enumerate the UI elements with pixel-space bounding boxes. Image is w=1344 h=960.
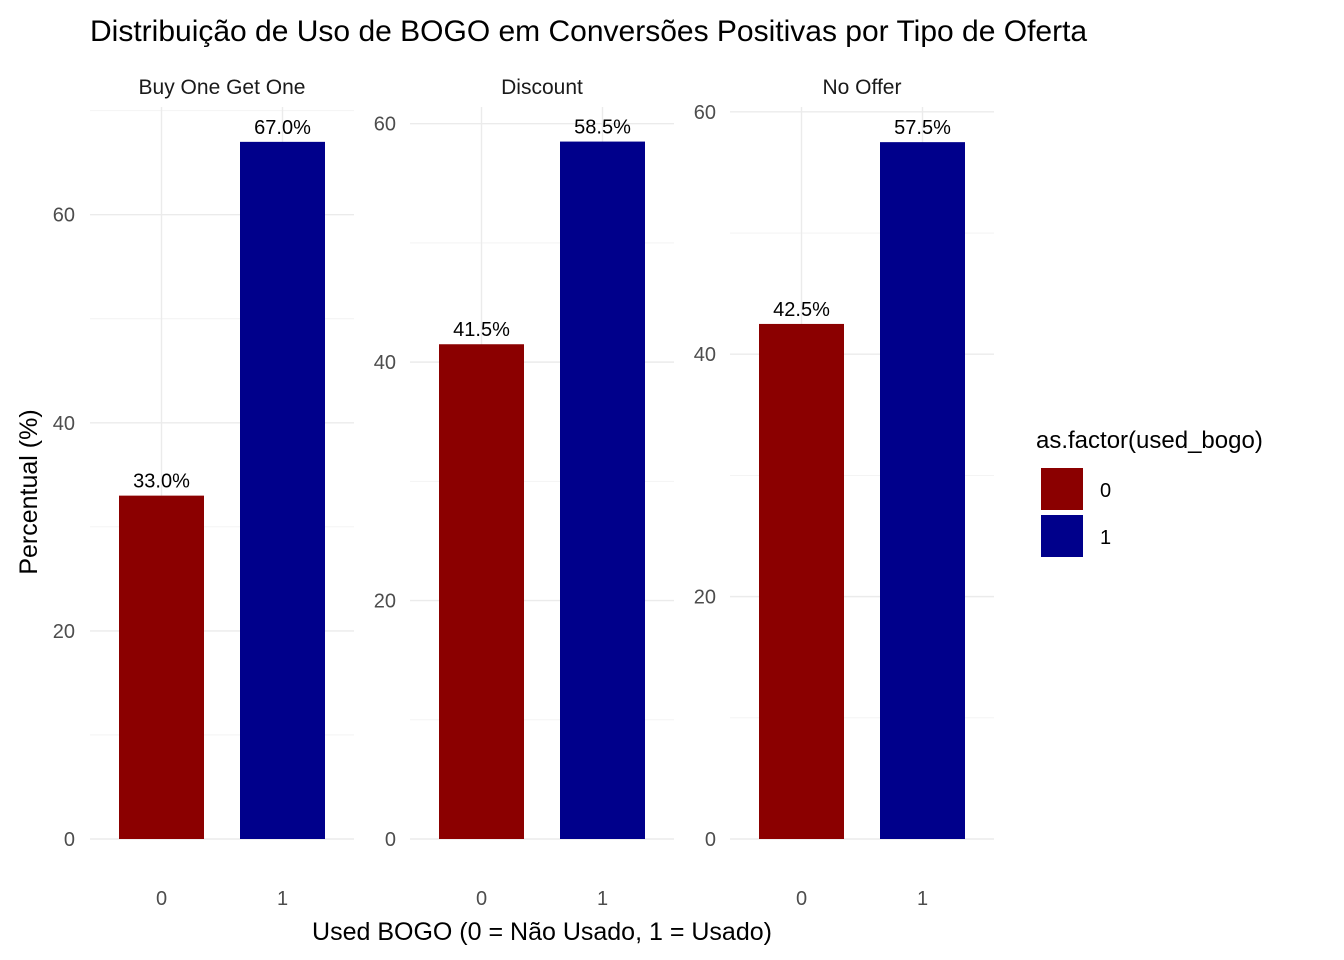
x-tick-label: 0 [156, 888, 167, 910]
bar-value-label: 33.0% [133, 471, 190, 493]
x-axis-title: Used BOGO (0 = Não Usado, 1 = Usado) [312, 918, 772, 946]
facet-panel: 0 20 40 60 33.0% 0 67.0% 1 Buy One Get One [53, 76, 354, 910]
bar-value-label: 42.5% [773, 299, 830, 321]
facet-title: Discount [501, 76, 583, 99]
y-tick-label: 20 [53, 621, 75, 643]
legend-swatch [1041, 515, 1083, 557]
legend: as.factor(used_bogo) 0 1 [1036, 427, 1263, 557]
bar [759, 323, 844, 839]
x-tick-label: 0 [476, 888, 487, 910]
chart-title: Distribuição de Uso de BOGO em Conversõe… [90, 15, 1087, 48]
y-tick-label: 0 [705, 829, 716, 851]
bar [560, 141, 645, 839]
y-tick-label: 40 [694, 344, 716, 366]
y-tick-label: 40 [53, 413, 75, 435]
bar [119, 495, 204, 839]
legend-label: 0 [1100, 480, 1111, 502]
bar [240, 141, 325, 839]
bar [880, 142, 965, 839]
y-tick-label: 20 [374, 591, 396, 613]
bar-value-label: 67.0% [254, 117, 311, 139]
y-tick-label: 20 [694, 587, 716, 609]
bar-value-label: 58.5% [574, 117, 631, 139]
y-tick-label: 60 [374, 114, 396, 136]
legend-label: 1 [1100, 527, 1111, 549]
x-tick-label: 1 [597, 888, 608, 910]
facet-panel: 0 20 40 60 42.5% 0 57.5% 1 No Offer [694, 76, 994, 910]
y-tick-label: 0 [64, 829, 75, 851]
y-tick-label: 40 [374, 352, 396, 374]
y-axis-title: Percentual (%) [15, 409, 43, 574]
facet-title: No Offer [823, 76, 902, 99]
x-tick-label: 0 [796, 888, 807, 910]
bar-value-label: 57.5% [894, 117, 951, 139]
y-tick-label: 60 [53, 205, 75, 227]
legend-swatch [1041, 468, 1083, 510]
x-tick-label: 1 [277, 888, 288, 910]
y-tick-label: 60 [694, 102, 716, 124]
facet-title: Buy One Get One [139, 76, 306, 99]
x-tick-label: 1 [917, 888, 928, 910]
facet-panels: 0 20 40 60 33.0% 0 67.0% 1 Buy One Get One 0 20 40 6… [53, 76, 994, 910]
y-tick-label: 0 [385, 829, 396, 851]
facet-panel: 0 20 40 60 41.5% 0 58.5% 1 Discount [374, 76, 674, 910]
bar-value-label: 41.5% [453, 319, 510, 341]
bar [439, 344, 524, 839]
legend-title: as.factor(used_bogo) [1036, 427, 1263, 454]
